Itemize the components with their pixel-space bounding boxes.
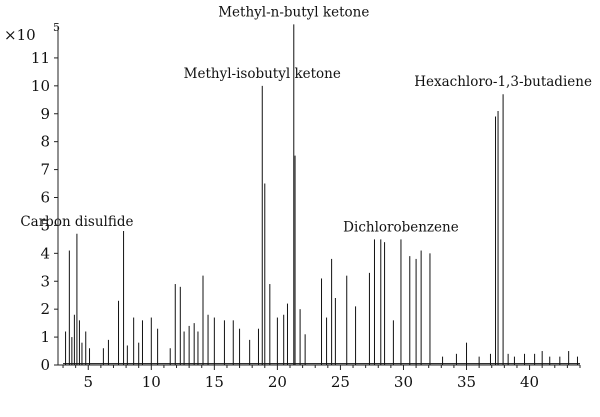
- y-axis-multiplier: ×10 5: [4, 21, 60, 44]
- x-tick-label: 15: [205, 373, 224, 391]
- x-tick-label: 30: [394, 373, 413, 391]
- x-tick-label: 10: [142, 373, 161, 391]
- y-tick-label: 2: [40, 300, 50, 318]
- y-tick-label: 0: [40, 356, 50, 374]
- y-multiplier-exponent: 5: [53, 21, 60, 34]
- peak-annotations: Carbon disulfide Methyl-isobutyl ketone Me…: [20, 4, 592, 235]
- peak-annotation: Methyl-isobutyl ketone: [184, 66, 341, 82]
- x-tick-label: 5: [83, 373, 93, 391]
- peak-annotation: Methyl-n-butyl ketone: [218, 4, 369, 20]
- chromatogram-trace: [63, 24, 580, 365]
- y-tick-label: 7: [40, 161, 50, 179]
- y-tick-label: 6: [40, 189, 50, 207]
- peak-annotation: Hexachloro-1,3-butadiene: [414, 74, 592, 90]
- x-tick-label: 40: [520, 373, 539, 391]
- peak-annotation: Dichlorobenzene: [343, 219, 459, 235]
- y-tick-label: 11: [31, 49, 50, 67]
- y-tick-label: 5: [40, 216, 50, 234]
- y-tick-label: 3: [40, 272, 50, 290]
- y-tick-label: 10: [31, 77, 50, 95]
- y-tick-label: 8: [40, 133, 50, 151]
- y-multiplier-base: ×10: [4, 26, 36, 44]
- peak-annotation: Carbon disulfide: [20, 214, 133, 230]
- y-tick-label: 9: [40, 105, 50, 123]
- y-tick-label: 1: [40, 328, 50, 346]
- y-axis: 0 1 2 3 4 5 6 7 8 9 10 11: [31, 26, 59, 374]
- x-tick-label: 20: [268, 373, 287, 391]
- y-tick-label: 4: [40, 244, 50, 262]
- x-tick-label: 25: [331, 373, 350, 391]
- x-tick-label: 35: [457, 373, 476, 391]
- x-axis: 5 10 15 20 25 30 35 40: [58, 364, 581, 391]
